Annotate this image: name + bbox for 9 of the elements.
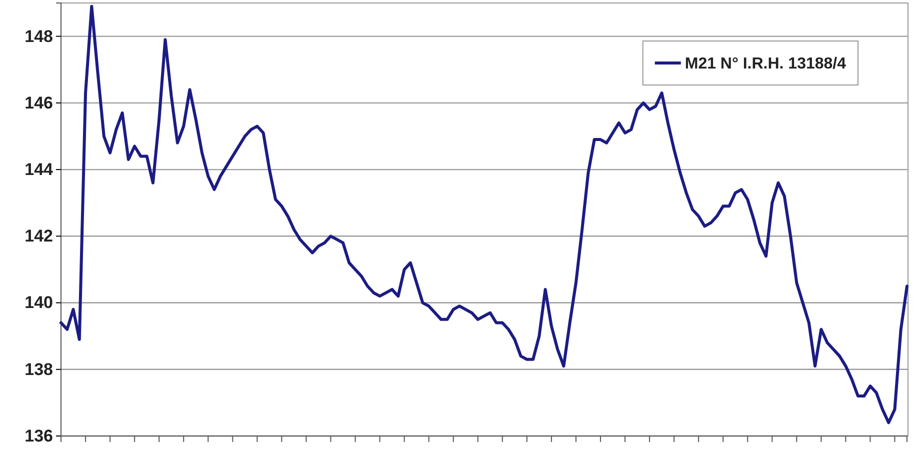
y-tick-label: 142 [24, 226, 53, 246]
y-tick-label: 136 [24, 426, 53, 446]
legend-label: M21 N° I.R.H. 13188/4 [684, 56, 846, 73]
y-tick-label: 140 [24, 293, 53, 312]
y-tick-label: 146 [24, 93, 53, 112]
y-tick-label: 138 [24, 360, 53, 379]
y-tick-label: 144 [24, 160, 54, 179]
line-series [60, 4, 908, 424]
y-tick-label: 148 [24, 26, 53, 46]
